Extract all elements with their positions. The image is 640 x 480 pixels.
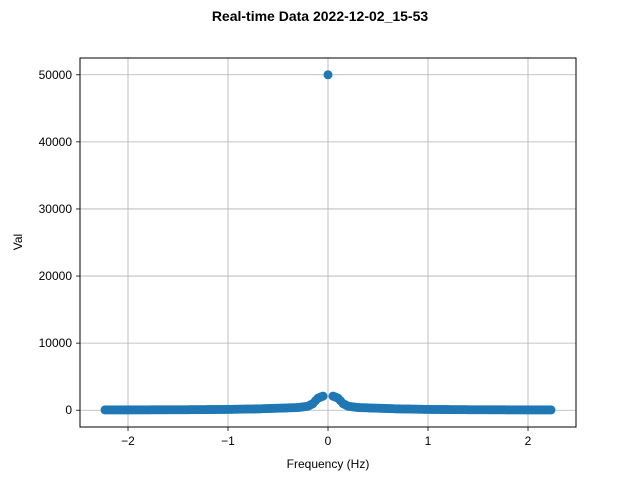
- data-point: [323, 70, 333, 80]
- y-tick-label: 40000: [39, 135, 73, 149]
- y-tick-label: 50000: [39, 68, 73, 82]
- x-axis-ticks: −2 −1 0 1 2: [121, 427, 532, 448]
- y-tick-label: 30000: [39, 202, 73, 216]
- x-tick-label: 0: [325, 434, 332, 448]
- y-tick-label: 0: [65, 403, 72, 417]
- y-tick-label: 20000: [39, 269, 73, 283]
- x-tick-label: −2: [121, 434, 135, 448]
- x-tick-label: 1: [425, 434, 432, 448]
- data-point: [546, 405, 556, 415]
- x-tick-label: −1: [221, 434, 235, 448]
- y-axis-label: Val: [11, 234, 25, 250]
- y-axis-ticks: 0 10000 20000 30000 40000 50000: [39, 68, 80, 417]
- scatter-points: [100, 70, 556, 415]
- x-axis-label: Frequency (Hz): [287, 457, 370, 471]
- data-point: [318, 391, 328, 401]
- y-tick-label: 10000: [39, 336, 73, 350]
- x-tick-label: 2: [525, 434, 532, 448]
- chart-title: Real-time Data 2022-12-02_15-53: [212, 8, 429, 24]
